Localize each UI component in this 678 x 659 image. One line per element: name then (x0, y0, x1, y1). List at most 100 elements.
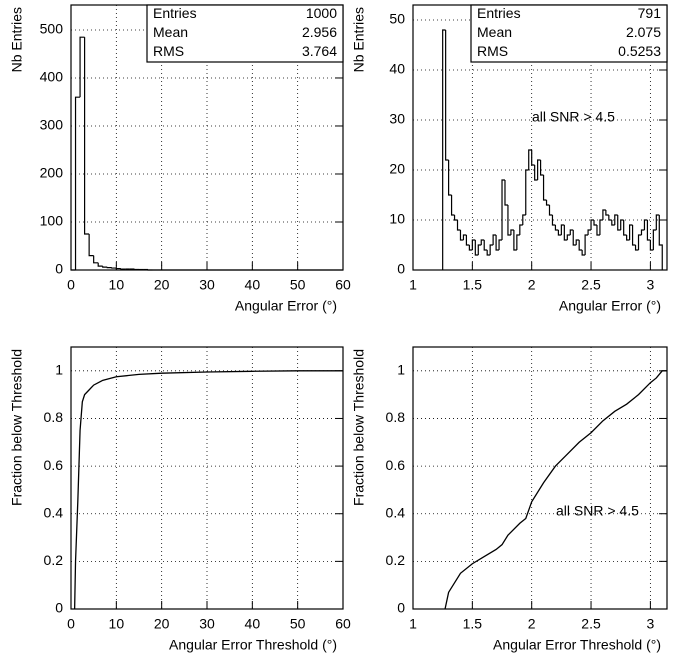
histogram-bin (572, 230, 577, 246)
histogram-bin (548, 205, 553, 216)
histogram-bin (79, 36, 85, 98)
stats-label: RMS (153, 43, 184, 59)
stats-label: RMS (477, 43, 508, 59)
y-tick-label: 0.8 (44, 409, 64, 425)
x-tick-label: 10 (109, 616, 125, 632)
x-tick-label: 2 (528, 616, 536, 632)
histogram-bin (513, 230, 517, 251)
x-axis-label: Angular Error (°) (559, 298, 661, 314)
histogram-bin (623, 220, 627, 236)
cumulative-line (73, 370, 343, 610)
y-tick-label: 0.2 (386, 552, 406, 568)
y-tick-label: 400 (40, 69, 64, 85)
x-tick-label: 0 (67, 277, 75, 293)
y-tick-label: 0.8 (386, 409, 406, 425)
histogram-bin (453, 215, 458, 221)
histogram-bin (528, 149, 532, 170)
histogram-bin (551, 215, 556, 226)
stats-label: Entries (153, 5, 197, 21)
histogram-bin (483, 240, 488, 251)
histogram-bin (445, 30, 449, 161)
annotation: all SNR > 4.5 (556, 503, 639, 519)
y-tick-label: 1 (55, 362, 63, 378)
y-tick-label: 0.4 (386, 504, 406, 520)
y-tick-label: 200 (40, 165, 64, 181)
x-tick-label: 3 (646, 277, 654, 293)
histogram-bin (643, 219, 648, 230)
y-tick-label: 0.4 (44, 504, 64, 520)
stats-value: 791 (638, 5, 662, 21)
x-tick-label: 60 (335, 277, 351, 293)
x-tick-label: 1.5 (463, 277, 483, 293)
histogram-bin (596, 225, 600, 236)
x-tick-label: 50 (290, 616, 306, 632)
histogram-bin (578, 240, 583, 251)
histogram-bin (629, 224, 633, 240)
histogram-bin (468, 245, 473, 251)
histogram-bin (545, 200, 550, 206)
x-tick-label: 60 (335, 616, 351, 632)
histogram-bin (539, 160, 544, 176)
histogram-bin (448, 160, 452, 196)
histogram-bin (626, 235, 630, 241)
histogram-bin (450, 195, 455, 216)
histogram-bin (611, 220, 615, 226)
plot-frame (412, 346, 668, 610)
histogram-bin (617, 215, 621, 231)
x-tick-label: 20 (154, 277, 170, 293)
histogram-bin (522, 214, 526, 225)
histogram-bin (93, 255, 99, 264)
histogram-bin (581, 250, 586, 256)
histogram-bin (593, 220, 597, 226)
stats-label: Mean (477, 24, 512, 40)
y-tick-label: 30 (389, 111, 405, 127)
histogram-bin (456, 220, 461, 231)
histogram-bin (442, 29, 446, 270)
plot-frame (70, 346, 344, 610)
y-tick-label: 50 (389, 11, 405, 27)
x-tick-label: 2.5 (581, 616, 601, 632)
x-axis-label: Angular Error Threshold (°) (169, 637, 337, 653)
stats-box (146, 4, 344, 63)
x-tick-label: 30 (199, 616, 215, 632)
y-tick-label: 40 (389, 61, 405, 77)
histogram-bin (605, 210, 609, 216)
stats-value: 2.075 (626, 24, 661, 40)
histogram-bin (471, 239, 476, 250)
histogram-bin (658, 215, 663, 270)
y-axis-label: Fraction below Threshold (9, 349, 25, 506)
histogram-bin (504, 180, 508, 206)
histogram-bin (489, 244, 494, 255)
stats-value: 1000 (306, 5, 337, 21)
histogram-bin (566, 234, 571, 240)
histogram-bin (97, 262, 103, 267)
histogram-bin (587, 229, 592, 235)
histogram-bin (486, 250, 491, 256)
x-tick-label: 3 (646, 616, 654, 632)
histogram-bin (510, 229, 514, 235)
histogram-bin (459, 230, 464, 241)
y-tick-label: 20 (389, 161, 405, 177)
histogram-bin (560, 224, 565, 235)
histogram-bin (563, 225, 568, 241)
histogram-bin (655, 214, 660, 230)
histogram-bin (462, 234, 467, 240)
histogram-bin (531, 150, 535, 166)
histogram-bin (498, 239, 503, 250)
histogram-bin (84, 37, 90, 235)
histogram-bin (492, 234, 497, 245)
y-axis-label: Nb Entries (351, 7, 367, 72)
histogram-bin (516, 234, 520, 250)
stats-label: Entries (477, 5, 521, 21)
histogram-bin (480, 239, 485, 245)
histogram-bin (102, 266, 108, 268)
histogram-bin (590, 219, 595, 230)
histogram-bin (637, 234, 642, 250)
histogram-bin (631, 225, 636, 246)
x-axis-label: Angular Error Threshold (°) (493, 637, 661, 653)
histogram-bin (495, 235, 500, 251)
histogram-bin (74, 96, 81, 270)
y-tick-label: 500 (40, 21, 64, 37)
y-tick-label: 10 (389, 211, 405, 227)
